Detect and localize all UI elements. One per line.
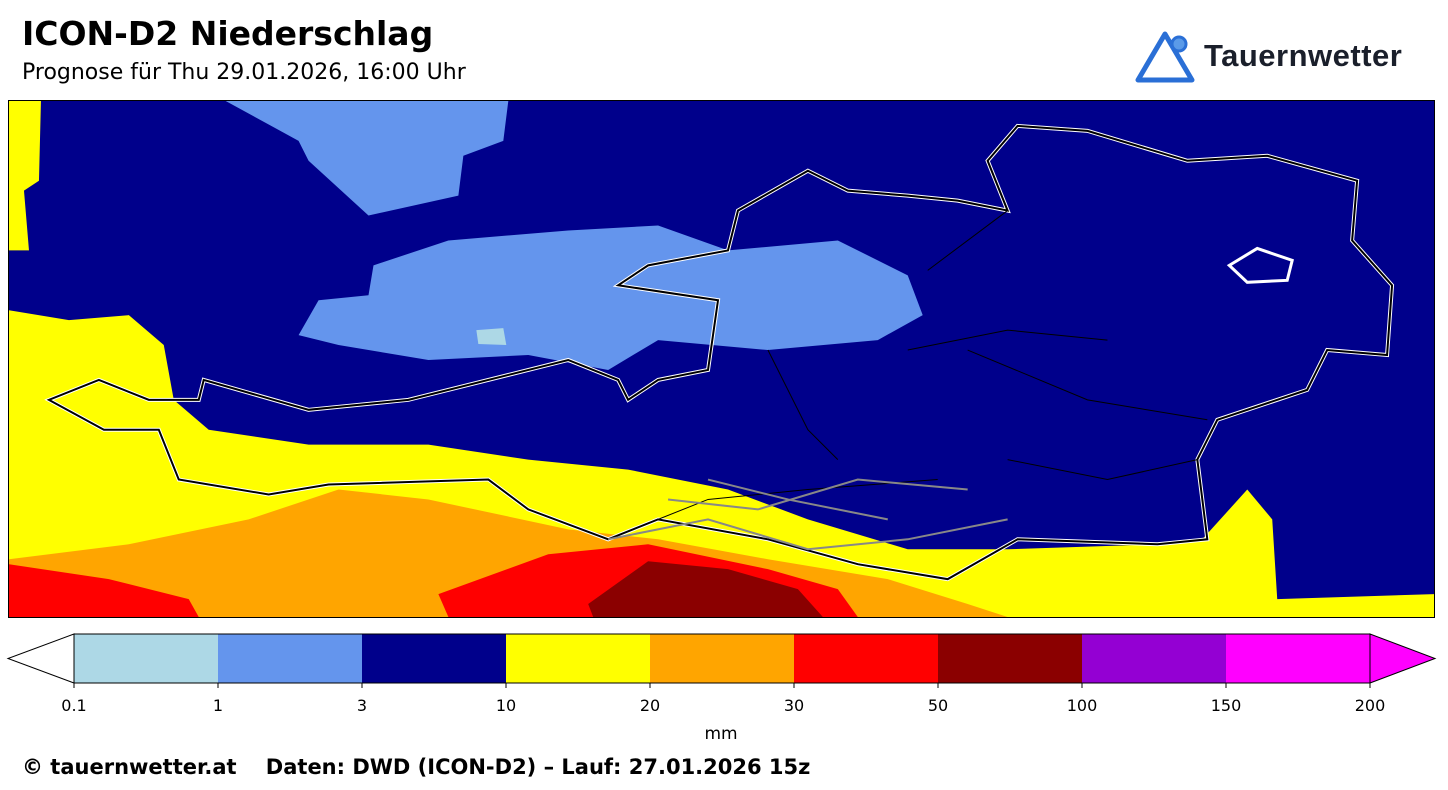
colorbar-segment <box>794 634 938 683</box>
colorbar-tick-label: 200 <box>1354 696 1386 715</box>
colorbar-tick-label: 1 <box>212 696 224 715</box>
tauernwetter-logo: Tauernwetter <box>1134 28 1402 84</box>
colorbar-over-triangle <box>1369 633 1437 684</box>
colorbar-tick-label: 10 <box>495 696 517 715</box>
colorbar-tick-label: 100 <box>1066 696 1098 715</box>
forecast-subtitle: Prognose für Thu 29.01.2026, 16:00 Uhr <box>22 60 466 85</box>
colorbar-tick-label: 150 <box>1210 696 1242 715</box>
precip-area-1-3mm-north <box>225 101 509 216</box>
colorbar-under-triangle <box>6 633 75 684</box>
precip-area-0.1-1mm <box>476 328 507 346</box>
colorbar-segment <box>938 634 1082 683</box>
state-borders <box>607 210 1208 540</box>
colorbar-segment <box>74 634 218 683</box>
precip-area-50-100mm <box>588 561 823 617</box>
colorbar-frame <box>73 633 1371 684</box>
colorbar-segment <box>650 634 794 683</box>
colorbar-segment <box>1082 634 1226 683</box>
colorbar-unit-label: mm <box>704 724 738 744</box>
vienna-border <box>1226 246 1294 284</box>
austria-border-inner <box>46 124 1394 581</box>
colorbar <box>6 633 1437 688</box>
colorbar-tick-label: 50 <box>927 696 949 715</box>
colorbar-segment <box>218 634 362 683</box>
colorbar-tick-label: 3 <box>356 696 368 715</box>
colorbar-segment <box>362 634 506 683</box>
page-title: ICON-D2 Niederschlag <box>22 14 434 53</box>
colorbar-tick-label: 0.1 <box>61 696 87 715</box>
colorbar-tick-label: 20 <box>639 696 661 715</box>
precipitation-map[interactable] <box>8 100 1435 618</box>
mountain-icon <box>1135 31 1195 83</box>
footer-credits: © tauernwetter.at Daten: DWD (ICON-D2) –… <box>22 755 810 779</box>
colorbar-tick-label: 30 <box>783 696 805 715</box>
precip-area-1-3mm-central <box>298 225 923 370</box>
data-source-text: Daten: DWD (ICON-D2) – Lauf: 27.01.2026 … <box>265 755 811 779</box>
copyright-text: © tauernwetter.at <box>22 755 237 779</box>
colorbar-segment <box>1226 634 1370 683</box>
rivers <box>607 478 1008 551</box>
logo-text: Tauernwetter <box>1204 38 1403 73</box>
precip-area-10-20mm-west <box>9 101 41 251</box>
colorbar-segment <box>506 634 650 683</box>
